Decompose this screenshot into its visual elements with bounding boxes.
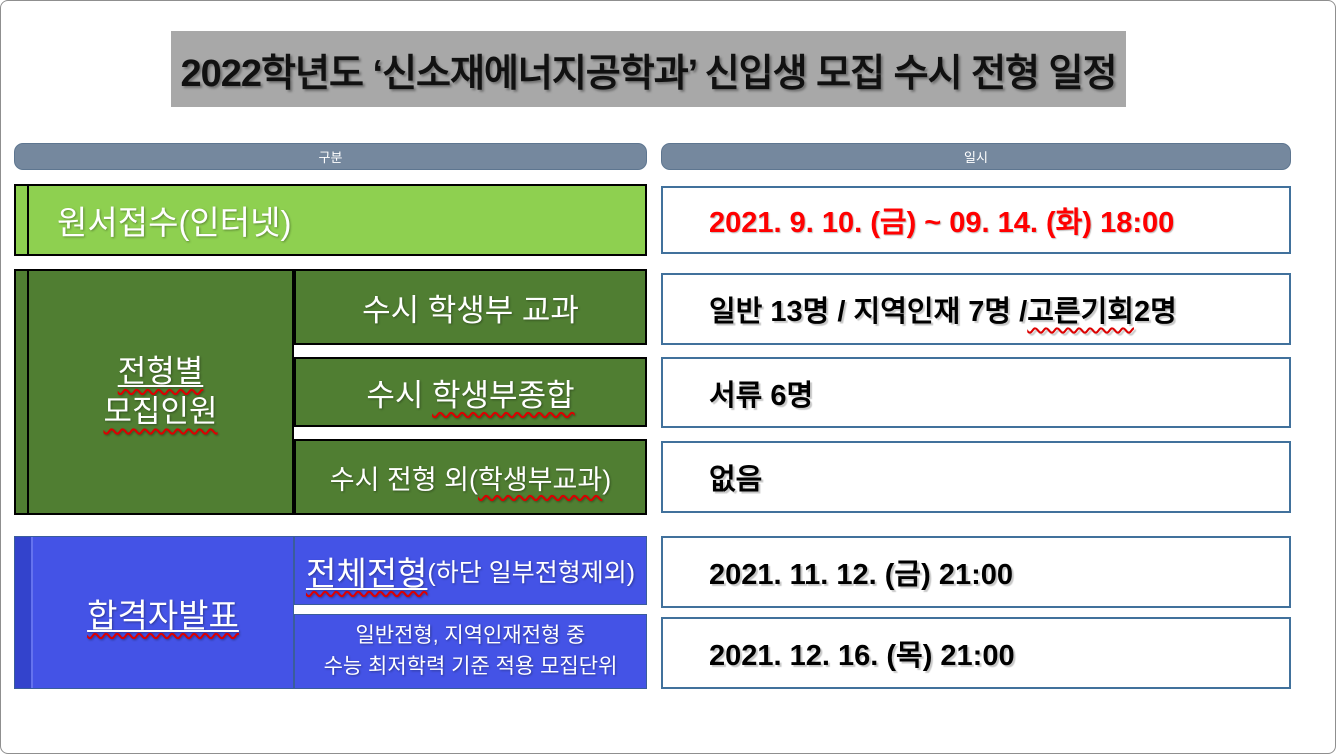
page-title: 2022학년도 ‘신소재에너지공학과’ 신입생 모집 수시 전형 일정: [180, 52, 1118, 95]
row-minimum-grade-cell: 일반전형, 지역인재전형 중 수능 최저학력 기준 적용 모집단위: [294, 614, 647, 689]
group-quota-merged-cell: 전형별 모집인원: [14, 269, 294, 515]
row-susi-gyogwa-cell: 수시 학생부 교과: [294, 269, 647, 345]
row-susi-other-cell: 수시 전형 외(학생부교과): [294, 439, 647, 515]
all-tracks-label-main: 전체전형: [305, 554, 428, 592]
row-application-label: 원서접수(인터넷): [57, 204, 292, 241]
row-application-value: 2021. 9. 10. (금) ~ 09. 14. (화) 18:00: [661, 186, 1291, 254]
row-susi-jonghap-cell: 수시 학생부종합: [294, 357, 647, 427]
column-header-datetime-label: 일시: [964, 150, 988, 165]
row-susi-other-label: 수시 전형 외(학생부교과): [296, 441, 645, 513]
other-label-post: ): [602, 464, 612, 495]
row-application-strip: [16, 186, 29, 254]
group-quota-label: 전형별 모집인원: [29, 271, 292, 513]
row-all-tracks-cell: 전체전형 (하단 일부전형제외): [294, 536, 647, 605]
row-susi-other-value: 없음: [661, 441, 1291, 513]
results-label-text: 합격자발표: [87, 596, 239, 634]
title-bar: 2022학년도 ‘신소재에너지공학과’ 신입생 모집 수시 전형 일정: [171, 31, 1126, 107]
row-susi-jonghap-value: 서류 6명: [661, 357, 1291, 428]
quota-value-post: 2명: [1133, 296, 1177, 328]
row-minimum-grade-value: 2021. 12. 16. (목) 21:00: [661, 617, 1291, 689]
column-header-datetime: 일시: [661, 143, 1291, 170]
row-susi-jonghap-label: 수시 학생부종합: [296, 359, 645, 425]
row-all-tracks-label: 전체전형 (하단 일부전형제외): [295, 537, 646, 604]
row-minimum-grade-label: 일반전형, 지역인재전형 중 수능 최저학력 기준 적용 모집단위: [295, 615, 646, 688]
jonghap-label-pre: 수시: [366, 377, 433, 413]
other-label-pre: 수시 전형 외(: [329, 464, 478, 495]
group-results-strip: [15, 537, 33, 688]
jonghap-label-spell: 학생부종합: [432, 377, 575, 413]
column-header-category: 구분: [14, 143, 647, 170]
row-susi-gyogwa-label: 수시 학생부 교과: [362, 292, 579, 328]
quota-value-pre: 일반 13명 / 지역인재 7명 /: [709, 296, 1028, 328]
column-header-category-label: 구분: [318, 150, 343, 165]
minimum-grade-label-line1: 일반전형, 지역인재전형 중: [355, 624, 586, 648]
row-susi-gyogwa-value: 일반 13명 / 지역인재 7명 / 고른기회 2명: [661, 273, 1291, 345]
quota-value-spell: 고른기회: [1027, 296, 1134, 328]
group-quota-strip: [16, 271, 29, 513]
row-all-tracks-value: 2021. 11. 12. (금) 21:00: [661, 536, 1291, 608]
group-quota-label-line1: 전형별: [117, 354, 204, 390]
row-application-cell: 원서접수(인터넷): [14, 184, 647, 256]
minimum-grade-label-line2: 수능 최저학력 기준 적용 모집단위: [323, 654, 618, 678]
group-results-merged-cell: 합격자발표: [14, 536, 294, 689]
group-results-label: 합격자발표: [33, 537, 293, 688]
all-tracks-label-suffix: (하단 일부전형제외): [427, 558, 636, 587]
other-label-spell: 학생부교과: [478, 464, 603, 495]
group-quota-label-line2: 모집인원: [103, 394, 218, 429]
